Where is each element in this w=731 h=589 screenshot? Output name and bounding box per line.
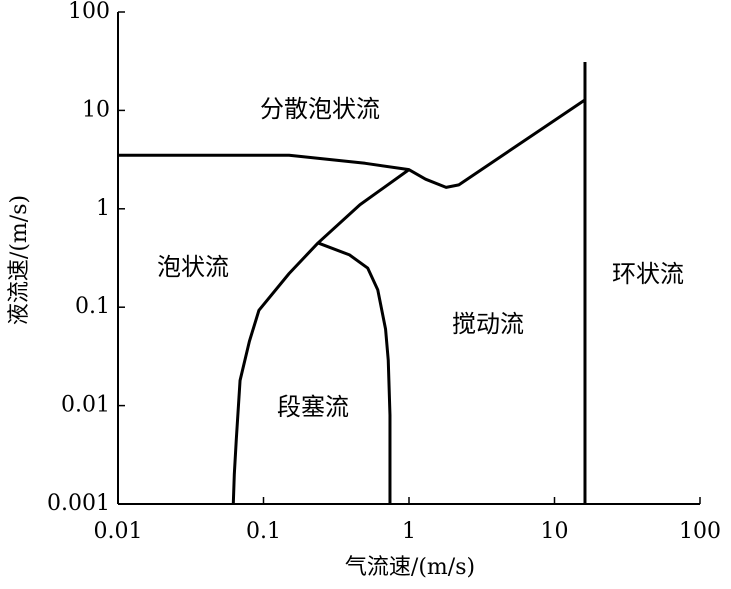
x-tick-label: 0.01 xyxy=(94,519,143,544)
y-tick-label: 0.01 xyxy=(61,393,110,418)
x-tick-label: 10 xyxy=(541,519,569,544)
region-label: 环状流 xyxy=(612,260,684,288)
y-tick-label: 10 xyxy=(82,97,110,122)
boundary-line xyxy=(118,98,586,189)
y-tick-label: 100 xyxy=(68,0,110,24)
region-label: 段塞流 xyxy=(277,393,349,421)
region-label: 泡状流 xyxy=(157,253,229,281)
x-tick-label: 1 xyxy=(402,519,416,544)
region-label: 分散泡状流 xyxy=(260,95,380,123)
y-axis-label: 液流速/(m/s) xyxy=(7,195,32,325)
y-tick-label: 1 xyxy=(96,196,110,221)
boundary-line xyxy=(231,168,410,505)
x-tick-label: 0.1 xyxy=(246,519,281,544)
boundary-line xyxy=(317,241,392,504)
y-tick-label: 0.1 xyxy=(75,294,110,319)
y-tick-label: 0.001 xyxy=(47,491,110,516)
region-label: 搅动流 xyxy=(452,310,524,338)
x-axis-label: 气流速/(m/s) xyxy=(345,555,475,580)
x-tick-label: 100 xyxy=(679,519,721,544)
